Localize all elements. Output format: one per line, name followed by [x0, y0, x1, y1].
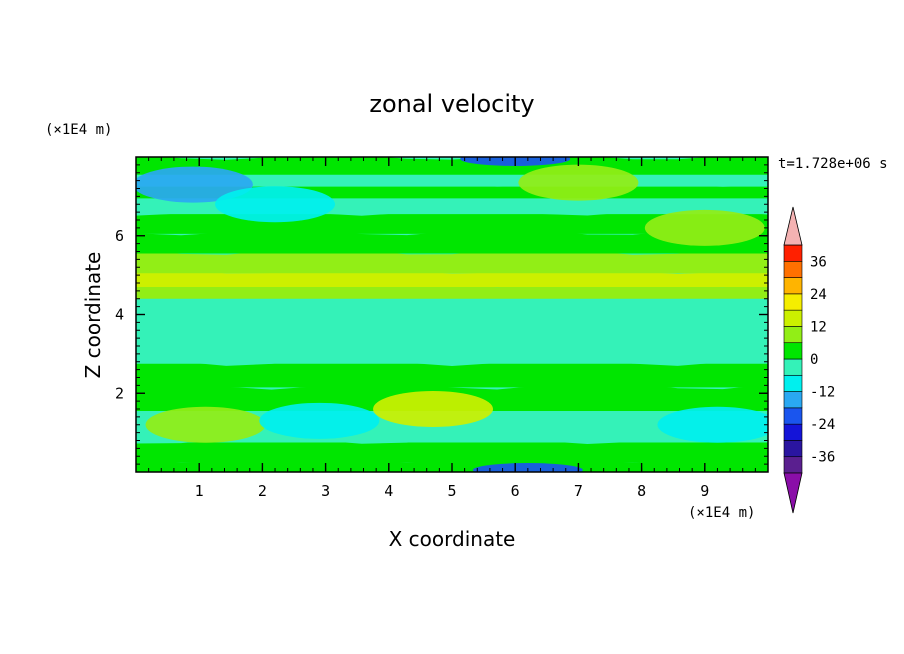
colorbar-segment: [783, 260, 803, 278]
x-axis-label: X coordinate: [389, 527, 516, 551]
colorbar-segment: [783, 309, 803, 327]
y-axis-label: Z coordinate: [81, 252, 105, 379]
x-tick-label: 5: [447, 482, 456, 500]
colorbar-segment: [783, 293, 803, 311]
colorbar-segment: [783, 407, 803, 425]
colorbar-label: -36: [810, 450, 835, 466]
colorbar-label: 0: [810, 352, 818, 368]
colorbar-label: 24: [810, 287, 827, 303]
colorbar-segment: [783, 423, 803, 441]
chart-title: zonal velocity: [369, 90, 534, 118]
plot-area: 1 2 3 4 5 6 7 8 9 2 4 6: [115, 156, 769, 500]
field-feature: [215, 186, 336, 223]
field-feature: [373, 391, 494, 427]
y-axis-tick-labels: 2 4 6: [115, 227, 124, 403]
x-tick-label: 1: [195, 482, 204, 500]
field-bands: [136, 157, 768, 472]
field-feature: [518, 164, 639, 201]
colorbar-segment: [783, 277, 803, 295]
colorbar-segment: [783, 440, 803, 458]
y-axis-ticks: [136, 156, 768, 473]
field-feature: [472, 463, 583, 472]
colorbar-label: -12: [810, 385, 835, 401]
colorbar-segment: [783, 358, 803, 376]
field-feature: [259, 402, 380, 439]
y-unit-label: (×1E4 m): [45, 122, 112, 138]
x-tick-label: 3: [321, 482, 330, 500]
colorbar-label: 12: [810, 319, 827, 335]
colorbar-segment: [783, 374, 803, 392]
field-band: [136, 318, 768, 345]
y-tick-label: 6: [115, 227, 124, 245]
colorbar-segment: [783, 456, 803, 474]
x-axis-ticks: [135, 157, 769, 472]
field-band: [136, 338, 768, 364]
colorbar-over-arrow: [783, 206, 803, 246]
field-features: [136, 157, 768, 472]
field-band: [136, 437, 768, 463]
x-axis-tick-labels: 1 2 3 4 5 6 7 8 9: [195, 482, 710, 500]
colorbar-segment: [783, 244, 803, 262]
field-feature: [136, 166, 253, 203]
colorbar-label: -24: [810, 417, 835, 433]
y-tick-label: 2: [115, 384, 124, 402]
field-feature: [657, 406, 768, 443]
x-tick-label: 6: [511, 482, 520, 500]
field-feature: [145, 406, 266, 443]
x-tick-label: 4: [384, 482, 393, 500]
x-tick-label: 2: [258, 482, 267, 500]
time-label: t=1.728e+06 s: [778, 156, 888, 172]
field-band: [136, 357, 768, 388]
colorbar-under-arrow: [783, 472, 803, 514]
field-feature: [644, 209, 765, 246]
y-tick-label: 4: [115, 306, 124, 324]
field-band: [136, 268, 768, 287]
x-tick-label: 8: [637, 482, 646, 500]
x-tick-label: 9: [700, 482, 709, 500]
field-band: [136, 248, 768, 274]
x-tick-label: 7: [574, 482, 583, 500]
colorbar-label: 36: [810, 254, 827, 270]
colorbar-segment: [783, 342, 803, 360]
colorbar: -36 -24 -12 0 12 24 36: [783, 206, 835, 514]
colorbar-segment: [783, 326, 803, 344]
colorbar-segment: [783, 391, 803, 409]
field-band: [136, 303, 768, 325]
field-band: [136, 228, 768, 254]
x-unit-label: (×1E4 m): [688, 505, 755, 521]
